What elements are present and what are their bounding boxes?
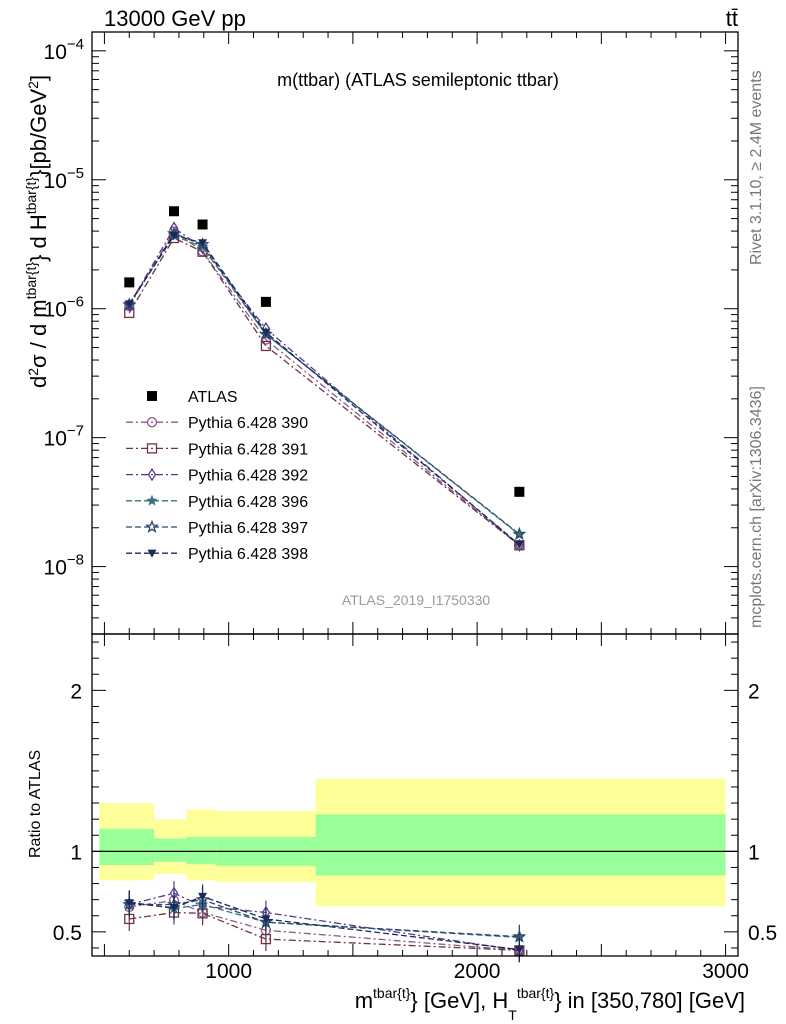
rivet-label: Rivet 3.1.10, ≥ 2.4M events (748, 70, 765, 265)
band-inner (154, 838, 187, 862)
legend-label: Pythia 6.428 396 (188, 494, 308, 511)
plot-title: m(ttbar) (ATLAS semileptonic ttbar) (277, 70, 559, 90)
data-point (260, 296, 271, 307)
data-point (169, 904, 179, 913)
header-right: tt̄ (726, 6, 738, 31)
data-point (124, 899, 134, 908)
legend-entry: Pythia 6.428 396 (126, 494, 308, 511)
series-ratio (124, 900, 525, 963)
y-tick-label: 10−7 (44, 423, 84, 451)
legend-marker (146, 494, 158, 506)
legend-label: Pythia 6.428 398 (188, 546, 308, 563)
legend-marker (147, 467, 157, 482)
legend-label: ATLAS (188, 389, 238, 406)
band-inner (186, 836, 217, 865)
legend-entry: Pythia 6.428 390 (126, 415, 308, 432)
uncertainty-bands (99, 778, 726, 907)
y-tick-label: 2 (70, 680, 82, 703)
y-tick-label: 0.5 (53, 922, 82, 945)
main-panel: 10−8 10−7 10−6 10−5 10−4 (44, 31, 739, 956)
mcplots-label: mcplots.cern.ch [arXiv:1306.3436] (748, 386, 765, 628)
data-point (168, 206, 179, 217)
x-tick-label: 1000 (205, 960, 252, 983)
legend-label: Pythia 6.428 390 (188, 415, 308, 432)
ratio-panel: 1000 2000 3000 0.5 0.5 1 1 2 2 (53, 633, 777, 983)
legend-marker (147, 549, 157, 558)
svg-text:d2σ / d mtbar{t}} d Htbar{t}}[: d2σ / d mtbar{t}} d Htbar{t}}[pb/GeV2] (23, 75, 51, 388)
legend-label: Pythia 6.428 391 (188, 441, 308, 458)
data-point (261, 915, 271, 924)
legend-marker (145, 519, 159, 533)
x-tick-label: 3000 (702, 960, 749, 983)
data-point (169, 231, 179, 240)
band-inner (315, 814, 726, 876)
y-tick-label: 1 (70, 841, 82, 864)
series-line (128, 235, 520, 536)
legend-entry: Pythia 6.428 398 (126, 546, 308, 563)
y-tick-label-right: 1 (748, 841, 760, 864)
y-tick-label: 10−5 (44, 165, 84, 193)
data-point (260, 340, 272, 352)
data-point (260, 933, 272, 945)
ratio-y-axis-title: Ratio to ATLAS (27, 750, 44, 858)
series-main (123, 229, 526, 540)
y-tick-label: 10−8 (44, 552, 84, 580)
legend-marker (146, 443, 158, 454)
main-y-axis-title: d2σ / d mtbar{t}} d Htbar{t}}[pb/GeV2] (23, 75, 51, 388)
series-line (129, 901, 520, 939)
header-left: 13000 GeV pp (104, 6, 246, 31)
legend-marker (146, 417, 158, 428)
y-tick-label-right: 0.5 (748, 922, 777, 945)
series-line (128, 230, 520, 546)
x-tick-label: 2000 (454, 960, 501, 983)
data-point (512, 526, 527, 541)
data-point (198, 239, 208, 248)
legend-entry: ATLAS (147, 389, 238, 406)
series-line (129, 911, 520, 952)
x-axis-title: mtbar{t}} [GeV], HTtbar{t}} in [350,780]… (355, 985, 745, 1023)
data-point (197, 219, 208, 230)
y-tick-label-right: 2 (748, 680, 760, 703)
legend-entry: Pythia 6.428 391 (126, 441, 308, 458)
legend-label: Pythia 6.428 397 (188, 520, 308, 537)
band-inner (99, 828, 155, 866)
data-point (514, 945, 524, 955)
legend-entry: Pythia 6.428 397 (126, 519, 308, 537)
data-point (261, 328, 271, 337)
series-main (124, 231, 524, 550)
ratio-frame (91, 633, 739, 957)
y-tick-label: 10−6 (44, 294, 84, 322)
data-point (124, 277, 135, 288)
analysis-watermark: ATLAS_2019_I1750330 (342, 592, 491, 608)
data-point (514, 540, 524, 550)
data-point (124, 300, 134, 309)
atlas-data (124, 206, 525, 497)
main-frame (91, 31, 739, 635)
legend: ATLAS Pythia 6.428 390 Pythia 6.428 391 Pyt… (126, 389, 308, 563)
series-ratio (124, 884, 524, 962)
legend-marker (147, 391, 157, 401)
data-point (514, 486, 525, 497)
data-point (198, 892, 208, 901)
legend-entry: Pythia 6.428 392 (126, 468, 308, 485)
y-tick-label: 10−4 (44, 36, 84, 64)
legend-label: Pythia 6.428 392 (188, 468, 308, 485)
series-main (124, 232, 525, 551)
